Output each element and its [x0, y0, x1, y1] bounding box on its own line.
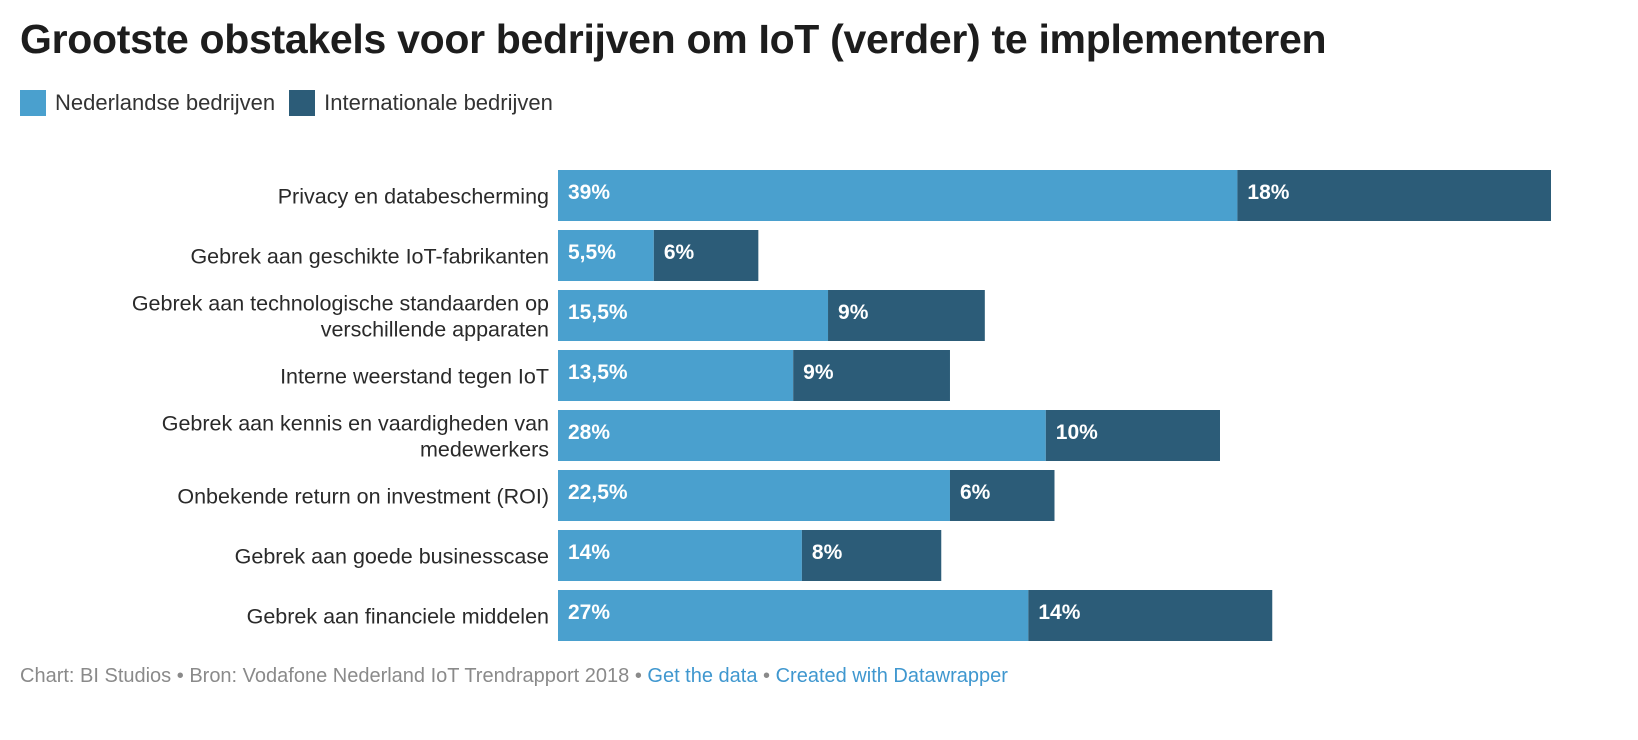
data-label-nederlandse: 39% [568, 181, 610, 204]
legend: Nederlandse bedrijven Internationale bed… [20, 90, 567, 116]
category-label-line: Gebrek aan geschikte IoT-fabrikanten [190, 245, 549, 269]
bar-nederlandse [558, 170, 1238, 221]
bar-nederlandse [558, 590, 1029, 641]
category-label: Gebrek aan kennis en vaardigheden van med… [162, 412, 549, 462]
data-label-nederlandse: 27% [568, 601, 610, 624]
bar-nederlandse [558, 470, 950, 521]
data-label-nederlandse: 22,5% [568, 481, 628, 504]
category-label: Interne weerstand tegen IoT [280, 365, 549, 389]
data-label-internationale: 9% [803, 361, 834, 384]
category-label: Gebrek aan technologische standaarden op… [132, 292, 549, 342]
data-label-internationale: 9% [838, 301, 869, 324]
chart-title: Grootste obstakels voor bedrijven om IoT… [20, 16, 1327, 62]
bar-internationale [1237, 170, 1551, 221]
data-label-nederlandse: 15,5% [568, 301, 628, 324]
bar-internationale [949, 470, 1055, 521]
category-label-line: Interne weerstand tegen IoT [280, 365, 549, 389]
get-the-data-link[interactable]: Get the data [647, 665, 758, 687]
bar-internationale [1028, 590, 1273, 641]
category-label-line: Onbekende return on investment (ROI) [177, 485, 549, 509]
data-label-nederlandse: 14% [568, 541, 610, 564]
legend-item-internationale: Internationale bedrijven [289, 90, 553, 116]
bar-nederlandse [558, 410, 1046, 461]
bar-nederlandse [558, 230, 654, 281]
bar-nederlandse [558, 350, 794, 401]
bar-chart: Privacy en databescherming 39% 18% Gebrek a… [132, 170, 1551, 641]
data-label-internationale: 6% [664, 241, 695, 264]
category-label-line: Gebrek aan technologische standaarden op [132, 292, 549, 316]
category-label-line: medewerkers [420, 438, 549, 462]
legend-swatch-nederlandse [20, 90, 46, 116]
bar-nederlandse [558, 530, 802, 581]
footer-credit: Chart: BI Studios [20, 665, 172, 687]
bar-internationale [793, 350, 950, 401]
bar-internationale [828, 290, 985, 341]
category-label: Gebrek aan geschikte IoT-fabrikanten [190, 245, 549, 269]
bar-internationale [801, 530, 942, 581]
legend-label-nederlandse: Nederlandse bedrijven [55, 90, 276, 115]
data-label-nederlandse: 5,5% [568, 241, 616, 264]
footer-separator: • [171, 665, 190, 687]
footer: Chart: BI Studios • Bron: Vodafone Neder… [20, 665, 1008, 688]
datawrapper-link[interactable]: Created with Datawrapper [775, 665, 1008, 687]
bar-nederlandse [558, 290, 829, 341]
data-label-internationale: 8% [812, 541, 843, 564]
footer-separator: • [757, 665, 776, 687]
category-label-line: verschillende apparaten [321, 318, 549, 342]
data-label-internationale: 10% [1056, 421, 1098, 444]
category-label: Gebrek aan goede businesscase [235, 545, 549, 569]
category-label-line: Gebrek aan goede businesscase [235, 545, 549, 569]
data-label-internationale: 6% [960, 481, 991, 504]
category-label: Gebrek aan financiele middelen [247, 605, 549, 629]
bar-internationale [653, 230, 759, 281]
category-label-line: Gebrek aan kennis en vaardigheden van [162, 412, 549, 436]
legend-label-internationale: Internationale bedrijven [324, 90, 553, 115]
data-label-nederlandse: 28% [568, 421, 610, 444]
data-label-nederlandse: 13,5% [568, 361, 628, 384]
category-label: Privacy en databescherming [278, 185, 549, 209]
bar-internationale [1045, 410, 1220, 461]
footer-source: Bron: Vodafone Nederland IoT Trendrappor… [189, 665, 630, 687]
legend-item-nederlandse: Nederlandse bedrijven [20, 90, 275, 116]
footer-separator: • [629, 665, 648, 687]
data-label-internationale: 14% [1038, 601, 1080, 624]
data-label-internationale: 18% [1247, 181, 1289, 204]
category-label: Onbekende return on investment (ROI) [177, 485, 549, 509]
legend-swatch-internationale [289, 90, 316, 116]
category-label-line: Privacy en databescherming [278, 185, 549, 209]
category-label-line: Gebrek aan financiele middelen [247, 605, 549, 629]
